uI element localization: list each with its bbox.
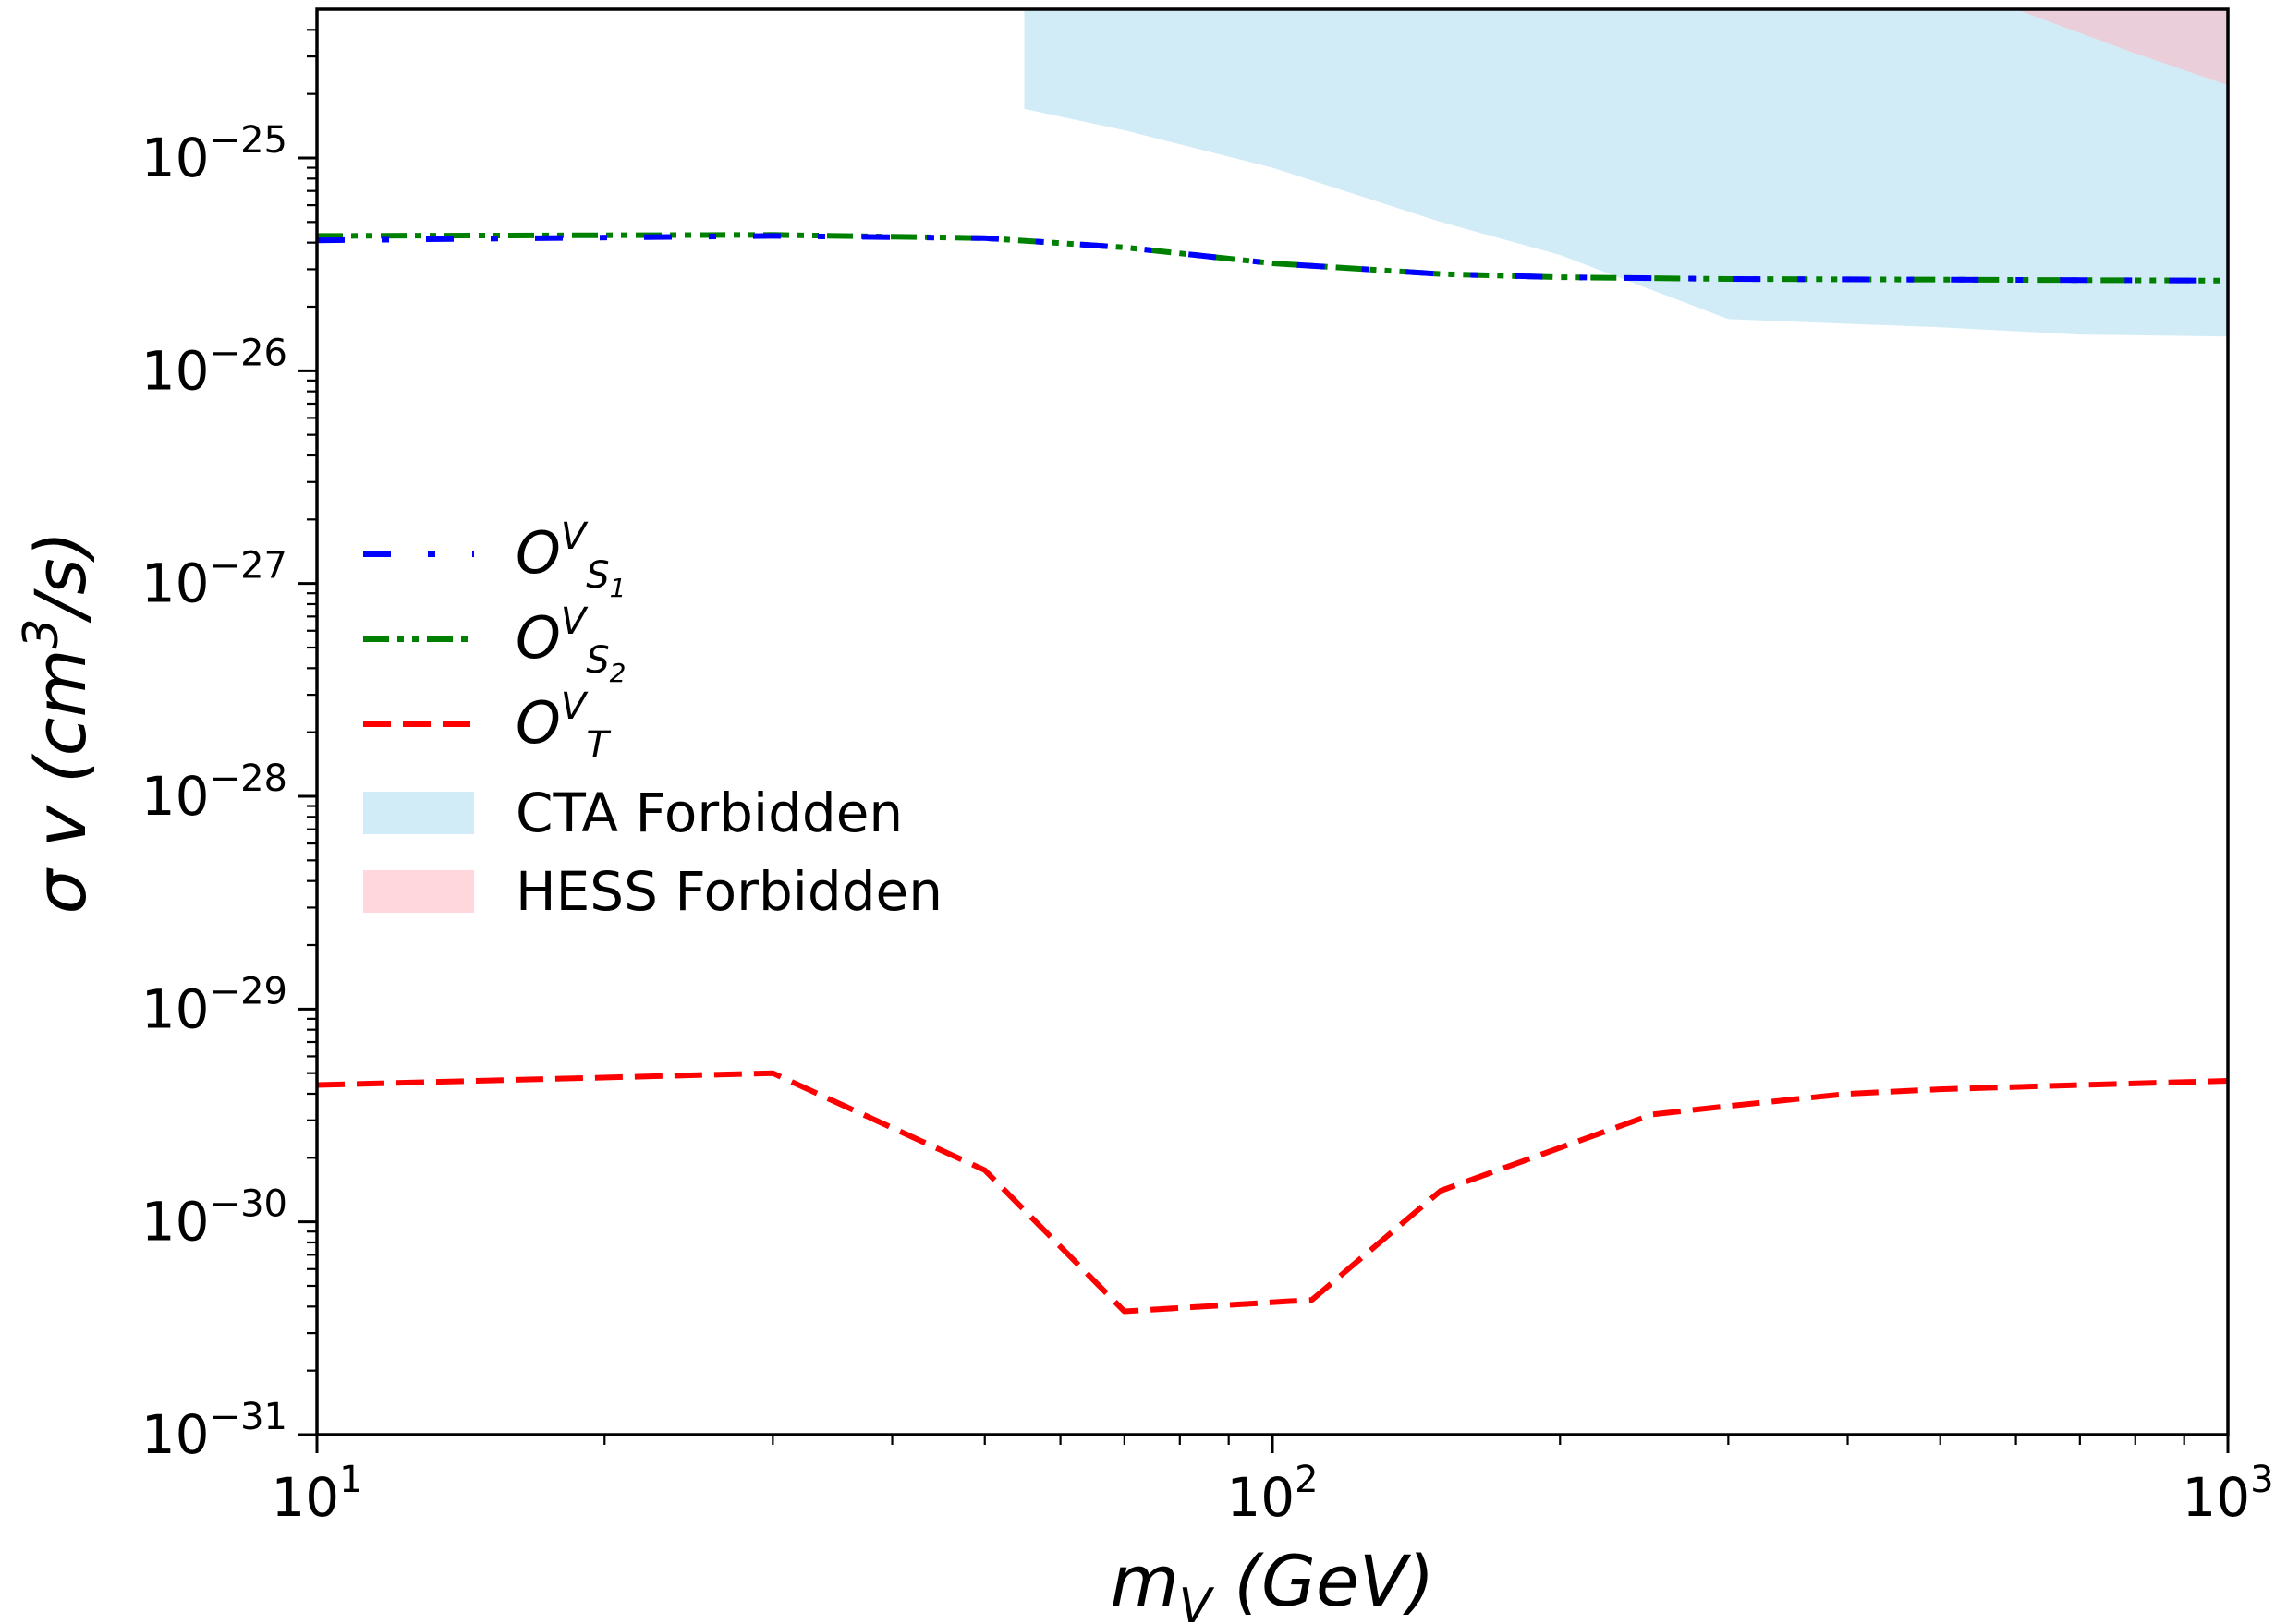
legend-patch-1: [363, 870, 474, 913]
y-tick-exp: −30: [210, 1183, 287, 1226]
x-tick-base: 10: [271, 1466, 339, 1529]
legend-patch-0: [363, 792, 474, 834]
x-axis-label-base: m: [1111, 1540, 1179, 1622]
y-axis-label-post: /s): [19, 531, 102, 624]
y-tick-label-5: 10−30: [141, 1183, 287, 1254]
series-layer: [316, 232, 2229, 1315]
legend-region-label-0: CTA Forbidden: [516, 782, 903, 844]
ticks-layer: [298, 29, 2230, 1453]
y-tick-base: 10: [141, 1191, 210, 1254]
y-tick-exp: −29: [210, 970, 287, 1012]
y-tick-exp: −27: [210, 545, 287, 588]
legend-label-base: O: [516, 604, 561, 672]
y-axis-label-sup: 3: [14, 618, 69, 648]
x-tick-label-1: 102: [1226, 1459, 1318, 1529]
y-tick-base: 10: [141, 552, 210, 615]
x-tick-base: 10: [2182, 1466, 2250, 1529]
y-tick-label-3: 10−28: [141, 757, 287, 828]
y-tick-base: 10: [141, 339, 210, 402]
y-tick-exp: −28: [210, 757, 287, 800]
legend-label-sub: S: [586, 554, 609, 597]
legend-label-1: OVS2: [516, 600, 626, 688]
x-tick-exp: 1: [339, 1459, 362, 1501]
y-tick-base: 10: [141, 977, 210, 1040]
x-tick-base: 10: [1226, 1466, 1295, 1529]
x-tick-label-2: 103: [2182, 1459, 2273, 1529]
y-axis-label: σ v (cm3/s): [14, 531, 102, 915]
legend-region-label-1: HESS Forbidden: [516, 860, 943, 923]
legend-label-sup: V: [561, 600, 589, 643]
legend-label-subsub: 2: [610, 658, 627, 688]
legend-label-base: O: [516, 519, 561, 587]
legend-label-base: O: [516, 689, 561, 757]
x-tick-exp: 3: [2250, 1459, 2273, 1501]
series-line-0: [316, 233, 2229, 284]
legend-label-sub: T: [586, 724, 612, 767]
legend-label-sup: V: [561, 515, 589, 558]
legend-label-subsub: 1: [610, 573, 627, 603]
x-axis-label: mV (GeV): [1111, 1540, 1435, 1624]
tick-labels-layer: 101 102 10310−2510−2610−2710−2810−2910−301…: [141, 119, 2274, 1529]
regions-layer: [1024, 9, 2228, 337]
y-tick-exp: −26: [210, 332, 287, 374]
x-axis-label-sub: V: [1179, 1579, 1215, 1624]
region-cta-forbidden: [1024, 9, 2228, 337]
y-tick-label-0: 10−25: [141, 119, 287, 189]
legend-label-0: OVS1: [516, 515, 626, 603]
y-tick-exp: −25: [210, 119, 287, 162]
legend-label-2: OVT: [516, 685, 612, 767]
y-tick-base: 10: [141, 765, 210, 828]
series-line-2: [316, 1070, 2229, 1315]
region-hess-forbidden: [2015, 9, 2228, 86]
x-tick-label-0: 101: [271, 1459, 362, 1529]
y-tick-label-6: 10−31: [141, 1396, 287, 1466]
y-axis-label-pre: σ v (cm: [19, 649, 102, 915]
y-tick-base: 10: [141, 1403, 210, 1466]
x-axis-label-unit: (GeV): [1211, 1540, 1434, 1622]
y-tick-label-1: 10−26: [141, 332, 287, 402]
x-tick-exp: 2: [1295, 1459, 1318, 1501]
legend-label-sup: V: [561, 685, 589, 728]
legend-label-sub: S: [586, 639, 609, 682]
y-tick-label-2: 10−27: [141, 545, 287, 615]
y-tick-base: 10: [141, 127, 210, 189]
y-tick-exp: −31: [210, 1396, 287, 1438]
y-tick-label-4: 10−29: [141, 970, 287, 1040]
